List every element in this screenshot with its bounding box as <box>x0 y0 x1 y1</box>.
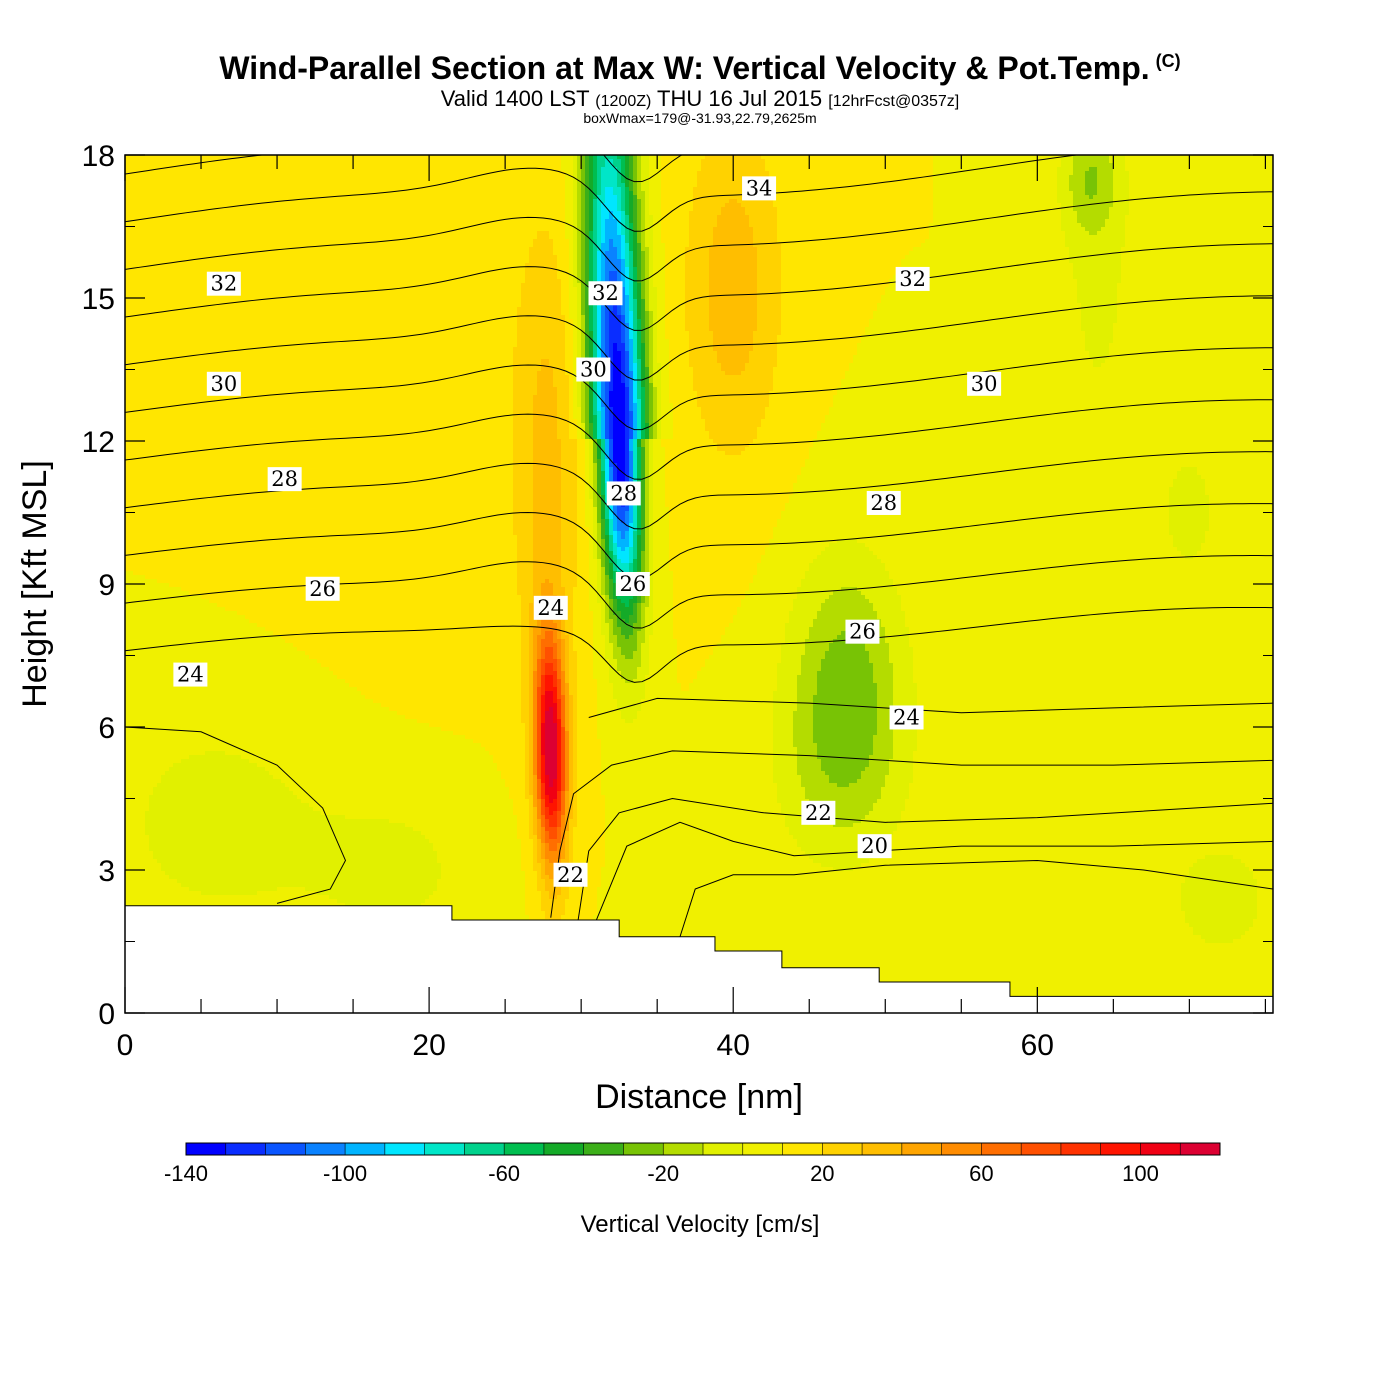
colorbar-swatch <box>1021 1143 1061 1155</box>
contour-label-text: 28 <box>271 467 298 491</box>
contour-label-text: 30 <box>971 372 998 396</box>
colorbar-swatch <box>504 1143 544 1155</box>
colorbar-swatch <box>783 1143 823 1155</box>
colorbar-tick-label: -20 <box>647 1161 679 1186</box>
colorbar-tick-label: 20 <box>810 1161 834 1186</box>
y-tick-label: 6 <box>98 712 115 745</box>
contour-label-text: 26 <box>309 577 336 601</box>
x-tick-label: 60 <box>1021 1029 1054 1062</box>
colorbar-swatch <box>464 1143 504 1155</box>
contour-label-text: 24 <box>177 663 204 687</box>
colorbar-label: Vertical Velocity [cm/s] <box>581 1211 820 1238</box>
contour-label-text: 26 <box>619 572 646 596</box>
colorbar-swatch <box>663 1143 703 1155</box>
colorbar-tick-label: 60 <box>969 1161 993 1186</box>
contour-label: 30 <box>207 372 241 396</box>
contour-label: 20 <box>858 834 892 858</box>
y-tick-label: 18 <box>82 140 115 173</box>
colorbar-swatch <box>902 1143 942 1155</box>
colorbar-swatch <box>226 1143 266 1155</box>
contour-label: 32 <box>207 272 241 296</box>
colorbar-swatch <box>385 1143 425 1155</box>
colorbar-swatch <box>623 1143 663 1155</box>
colorbar-swatch <box>1061 1143 1101 1155</box>
contour-label-text: 28 <box>610 481 637 505</box>
contour-label: 26 <box>306 577 340 601</box>
contour-label: 34 <box>742 176 776 200</box>
contour-label: 32 <box>588 281 622 305</box>
contour-label: 26 <box>616 572 650 596</box>
y-axis-label: Height [Kft MSL] <box>16 460 54 708</box>
y-tick-label: 12 <box>82 426 115 459</box>
contour-label-text: 24 <box>537 596 564 620</box>
contour-label-text: 30 <box>210 372 237 396</box>
contour-label: 22 <box>554 863 588 887</box>
colorbar-swatch <box>266 1143 306 1155</box>
colorbar-swatch <box>1101 1143 1141 1155</box>
contour-label: 24 <box>890 705 924 729</box>
colorbar-swatch <box>1140 1143 1180 1155</box>
x-tick-label: 40 <box>717 1029 750 1062</box>
colorbar-tick-label: -60 <box>488 1161 520 1186</box>
y-tick-label: 9 <box>98 569 115 602</box>
vertical-velocity-field <box>125 155 1274 1016</box>
contour-label: 26 <box>845 620 879 644</box>
colorbar-swatch <box>345 1143 385 1155</box>
contour-label-text: 32 <box>899 267 926 291</box>
y-tick-label: 0 <box>98 998 115 1031</box>
colorbar-swatch <box>544 1143 584 1155</box>
contour-label-text: 32 <box>592 281 619 305</box>
colorbar-tick-label: -100 <box>323 1161 367 1186</box>
colorbar-swatch <box>305 1143 345 1155</box>
colorbar-swatch <box>942 1143 982 1155</box>
contour-label: 28 <box>607 481 641 505</box>
contour-label-text: 34 <box>746 176 773 200</box>
colorbar-swatch <box>743 1143 783 1155</box>
x-tick-label: 20 <box>412 1029 445 1062</box>
contour-label: 32 <box>896 267 930 291</box>
contour-label-text: 22 <box>805 801 832 825</box>
colorbar-swatch <box>1180 1143 1220 1155</box>
colorbar-tick-label: 100 <box>1122 1161 1159 1186</box>
contour-label-text: 24 <box>893 705 920 729</box>
contour-label-text: 30 <box>580 358 607 382</box>
contour-label: 24 <box>534 596 568 620</box>
contour-label-text: 20 <box>861 834 888 858</box>
x-axis-label: Distance [nm] <box>595 1078 803 1116</box>
contour-label: 30 <box>967 372 1001 396</box>
colorbar-tick-label: -140 <box>164 1161 208 1186</box>
colorbar-swatch <box>822 1143 862 1155</box>
contour-label: 24 <box>173 663 207 687</box>
y-tick-label: 3 <box>98 855 115 888</box>
contour-label: 30 <box>576 358 610 382</box>
contour-label: 28 <box>268 467 302 491</box>
contour-label: 22 <box>801 801 835 825</box>
colorbar-swatch <box>981 1143 1021 1155</box>
colorbar-swatch <box>584 1143 624 1155</box>
colorbar: -140 -100 -60 -20 20 60 100 <box>164 1143 1220 1186</box>
x-tick-label: 0 <box>117 1029 134 1062</box>
colorbar-swatch <box>425 1143 465 1155</box>
colorbar-swatch <box>186 1143 226 1155</box>
colorbar-swatch <box>703 1143 743 1155</box>
contour-label-text: 26 <box>849 620 876 644</box>
contour-label-text: 22 <box>557 863 584 887</box>
y-tick-label: 15 <box>82 283 115 316</box>
contour-label-text: 32 <box>210 272 237 296</box>
colorbar-swatch <box>862 1143 902 1155</box>
contour-label: 28 <box>867 491 901 515</box>
contour-label-text: 28 <box>870 491 897 515</box>
